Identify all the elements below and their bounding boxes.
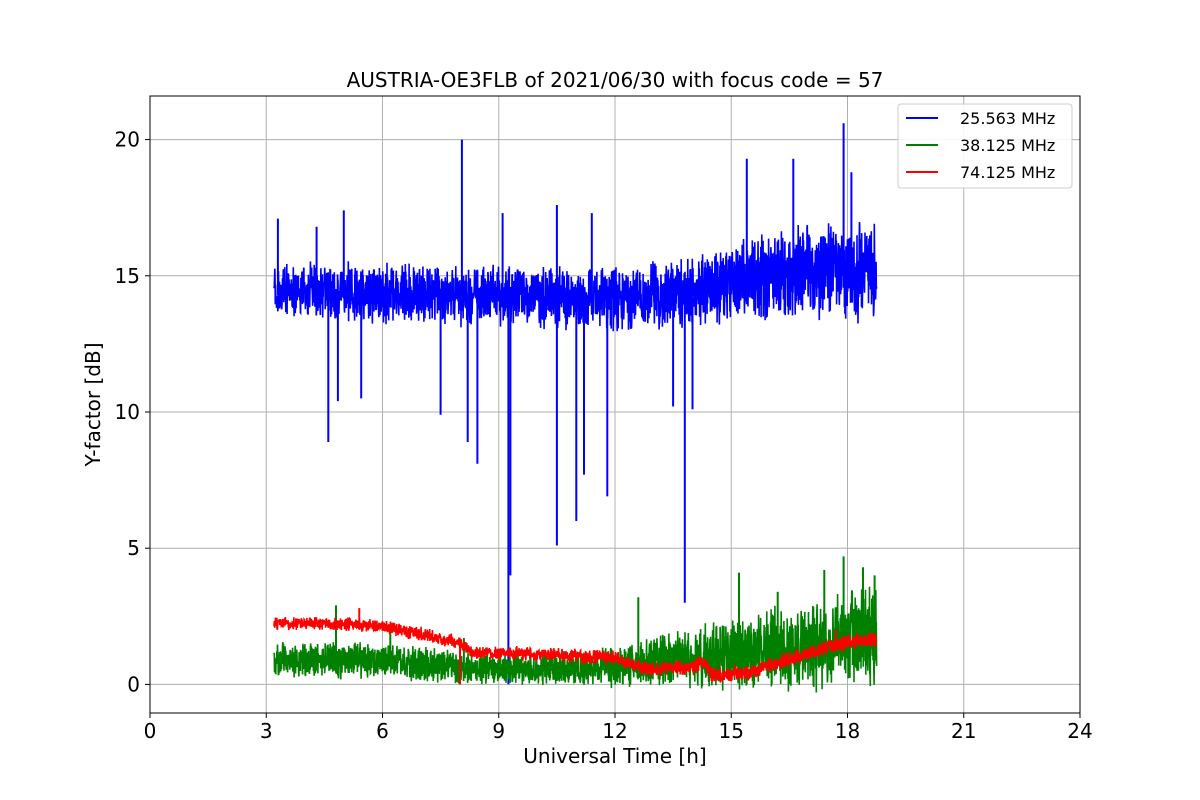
x-tick-label: 15 bbox=[719, 719, 744, 743]
legend-box bbox=[897, 103, 1073, 189]
y-tick-label: 5 bbox=[127, 536, 140, 560]
x-tick-label: 3 bbox=[260, 719, 273, 743]
series-line bbox=[273, 586, 878, 693]
y-tick-label: 15 bbox=[115, 264, 140, 288]
x-tick-label: 21 bbox=[951, 719, 976, 743]
y-tick-label: 10 bbox=[115, 400, 140, 424]
series-layer bbox=[273, 123, 878, 693]
y-axis: 0 5 10 15 20 bbox=[115, 128, 150, 696]
x-tick-label: 9 bbox=[492, 719, 505, 743]
chart-title: AUSTRIA-OE3FLB of 2021/06/30 with focus … bbox=[347, 68, 884, 92]
legend-label: 25.563 MHz bbox=[960, 109, 1055, 128]
x-axis: 0 3 6 9 12 15 18 21 24 bbox=[144, 713, 1093, 743]
grid bbox=[149, 96, 1081, 713]
legend-label: 74.125 MHz bbox=[960, 163, 1055, 182]
series-line bbox=[273, 616, 878, 683]
series-line bbox=[273, 221, 878, 332]
legend-label: 38.125 MHz bbox=[960, 136, 1055, 155]
x-tick-label: 24 bbox=[1067, 719, 1092, 743]
x-tick-label: 18 bbox=[835, 719, 860, 743]
x-axis-label: Universal Time [h] bbox=[523, 744, 706, 768]
x-tick-label: 0 bbox=[144, 719, 157, 743]
y-axis-label: Y-factor [dB] bbox=[81, 342, 105, 467]
x-tick-label: 6 bbox=[376, 719, 389, 743]
y-tick-label: 20 bbox=[115, 128, 140, 152]
legend: 25.563 MHz 38.125 MHz 74.125 MHz bbox=[897, 103, 1073, 189]
x-tick-label: 12 bbox=[602, 719, 627, 743]
y-tick-label: 0 bbox=[127, 672, 140, 696]
